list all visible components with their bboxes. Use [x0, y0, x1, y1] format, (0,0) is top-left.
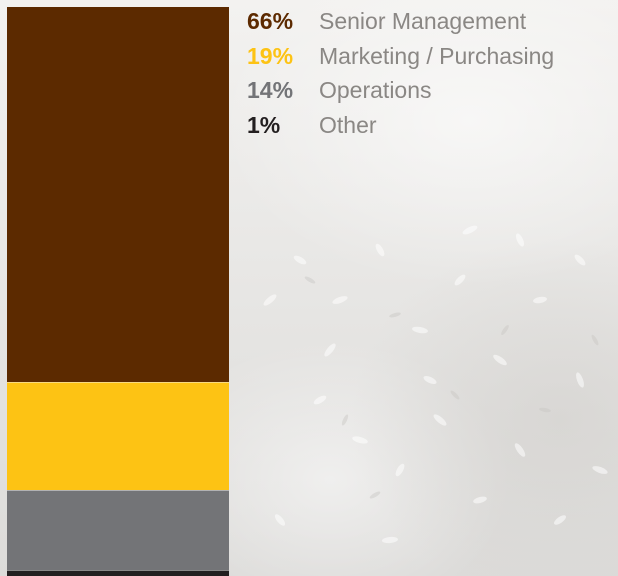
legend-value: 1% [247, 111, 281, 138]
legend: 66% Senior Management 19% Marketing / Purch… [247, 4, 554, 142]
bar-segment-other [7, 570, 229, 576]
bar-segment-marketing-purchasing [7, 382, 229, 491]
legend-value: 19% [247, 42, 294, 69]
legend-value: 14% [247, 77, 294, 103]
bar-segment-operations [7, 490, 229, 571]
stacked-bar [7, 7, 229, 576]
legend-item: 66% Senior Management [247, 4, 554, 39]
legend-label: Other [319, 111, 377, 138]
legend-item: 14% Operations [247, 73, 554, 108]
bar-segment-senior-management [7, 7, 229, 383]
legend-value: 66% [247, 8, 294, 34]
legend-item: 19% Marketing / Purchasing [247, 39, 554, 74]
legend-label: Operations [319, 77, 432, 103]
legend-label: Marketing / Purchasing [319, 42, 555, 69]
legend-label: Senior Management [319, 8, 527, 34]
legend-item: 1% Other [247, 108, 554, 143]
